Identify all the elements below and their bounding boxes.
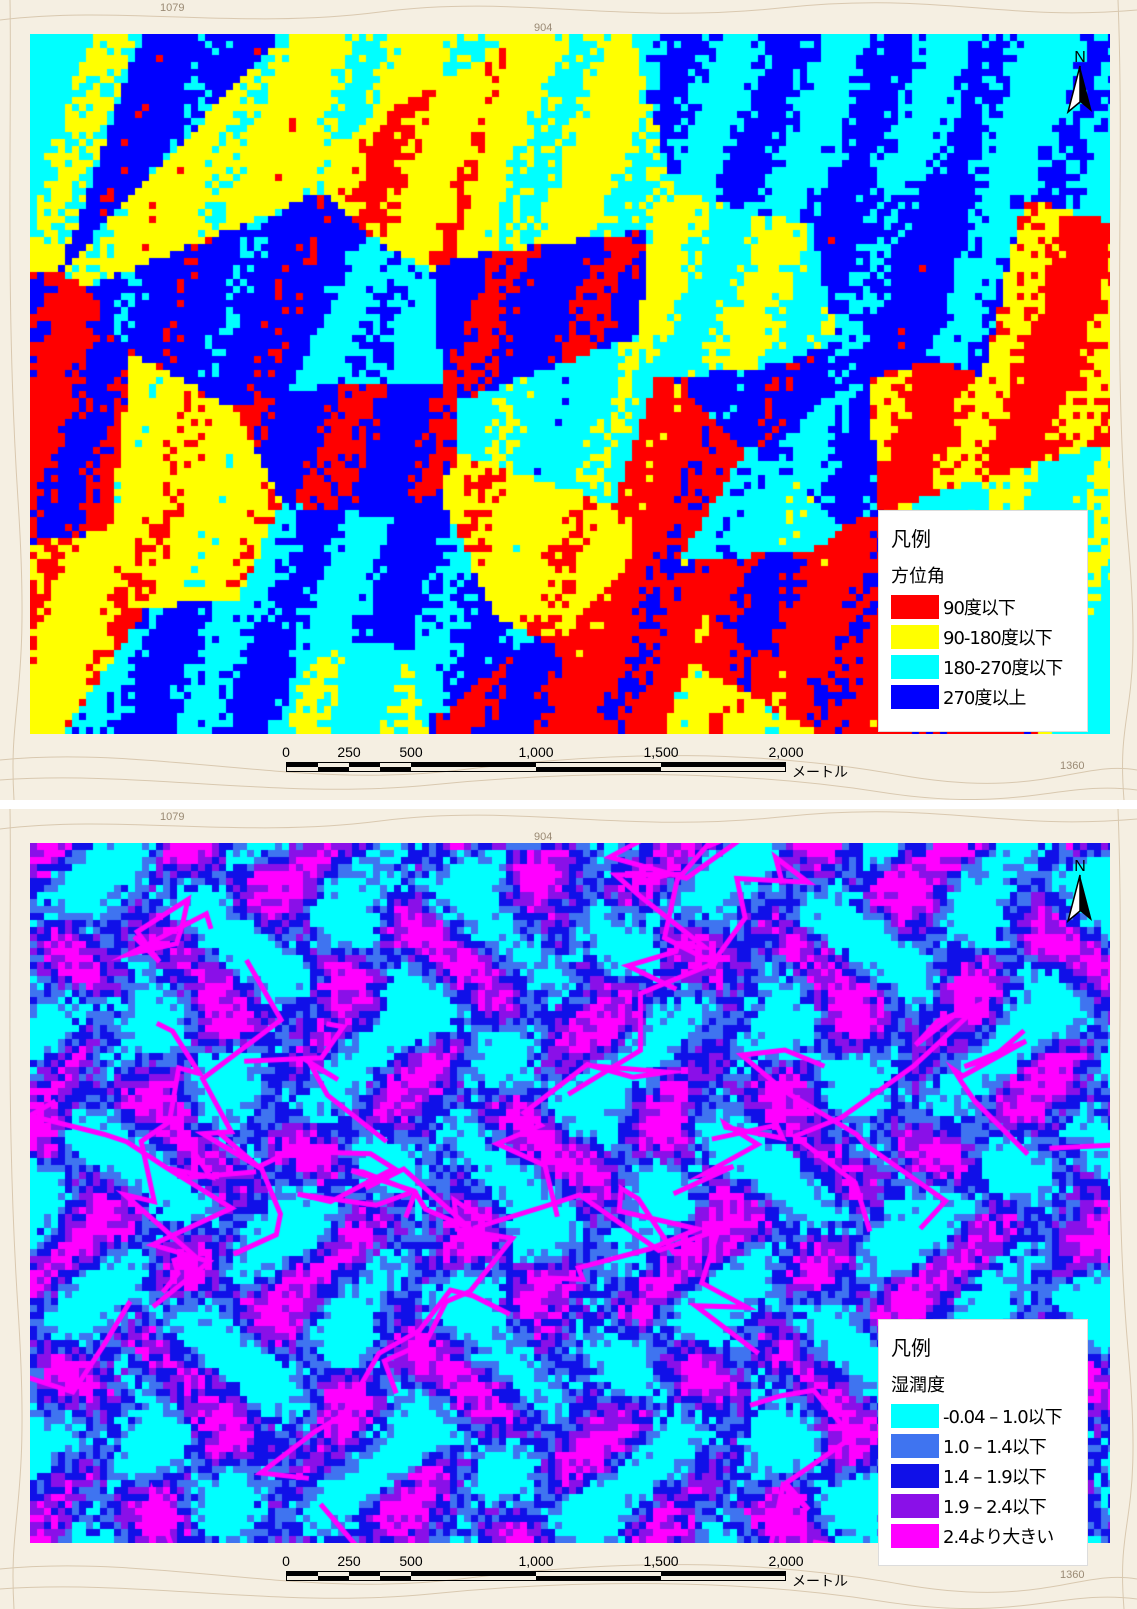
elevation-label: 1360 <box>1060 760 1085 772</box>
legend-item: 1.4 – 1.9以下 <box>891 1461 1087 1491</box>
elevation-label: 1360 <box>1060 1569 1085 1581</box>
scale-bar: 0 250 500 1,000 1,500 2,000 メートル <box>280 744 860 784</box>
scale-bar: 0 250 500 1,000 1,500 2,000 メートル <box>280 1553 860 1593</box>
scale-bar-segments <box>286 1571 786 1581</box>
scale-tick-label: 2,000 <box>768 744 804 760</box>
contour-lines <box>0 809 1137 1609</box>
legend-swatch <box>891 1404 939 1428</box>
legend-swatch <box>891 1494 939 1518</box>
legend-label: 90度以下 <box>943 598 1016 619</box>
legend-item: 1.0 – 1.4以下 <box>891 1431 1087 1461</box>
elevation-label: 904 <box>534 831 553 843</box>
legend-item: 90-180度以下 <box>891 622 1087 652</box>
scale-bar-segments <box>286 762 786 772</box>
legend-swatch <box>891 1464 939 1488</box>
svg-text:N: N <box>1074 49 1086 66</box>
elevation-label: 904 <box>534 22 553 34</box>
legend-swatch <box>891 1524 939 1548</box>
legend-item: 180-270度以下 <box>891 652 1087 682</box>
scale-tick-label: 0 <box>282 1553 290 1569</box>
legend-swatch <box>891 1434 939 1458</box>
legend-item: -0.04 – 1.0以下 <box>891 1401 1087 1431</box>
legend-label: 2.4より大きい <box>943 1527 1054 1548</box>
legend-label: 270度以上 <box>943 688 1026 709</box>
legend-swatch <box>891 625 939 649</box>
scale-unit: メートル <box>792 764 848 780</box>
legend-item: 270度以上 <box>891 682 1087 712</box>
legend-label: 1.4 – 1.9以下 <box>943 1467 1047 1488</box>
legend-label: -0.04 – 1.0以下 <box>943 1407 1063 1428</box>
legend-swatch <box>891 685 939 709</box>
legend-swatch <box>891 595 939 619</box>
scale-tick-label: 0 <box>282 744 290 760</box>
scale-tick-label: 2,000 <box>768 1553 804 1569</box>
svg-text:N: N <box>1074 858 1086 875</box>
legend-label: 180-270度以下 <box>943 658 1063 679</box>
legend-title: 凡例 <box>891 1336 931 1360</box>
aspect-map-panel: 1079 904 1360 N 凡例 方位角 90度以下 90-180度以下 1… <box>0 0 1137 800</box>
legend-item: 2.4より大きい <box>891 1521 1087 1551</box>
scale-unit: メートル <box>792 1573 848 1589</box>
scale-tick-label: 1,000 <box>518 744 554 760</box>
scale-tick-label: 500 <box>399 744 423 760</box>
wetness-map-panel: 1079 904 1360 N 凡例 湿潤度 -0.04 – 1.0以下 1.0… <box>0 809 1137 1609</box>
legend: 凡例 湿潤度 -0.04 – 1.0以下 1.0 – 1.4以下 1.4 – 1… <box>878 1319 1088 1566</box>
elevation-label: 1079 <box>160 811 185 823</box>
scale-tick-label: 250 <box>337 744 361 760</box>
north-arrow-icon: N <box>1066 49 1092 115</box>
north-arrow: N <box>1060 855 1100 925</box>
scale-tick-label: 1,000 <box>518 1553 554 1569</box>
legend-subtitle: 湿潤度 <box>891 1375 945 1396</box>
north-arrow-icon: N <box>1066 858 1092 924</box>
legend: 凡例 方位角 90度以下 90-180度以下 180-270度以下 270度以上 <box>878 510 1088 732</box>
legend-label: 1.0 – 1.4以下 <box>943 1437 1047 1458</box>
scale-tick-label: 250 <box>337 1553 361 1569</box>
legend-item: 1.9 – 2.4以下 <box>891 1491 1087 1521</box>
scale-tick-label: 1,500 <box>643 1553 679 1569</box>
legend-label: 1.9 – 2.4以下 <box>943 1497 1047 1518</box>
legend-swatch <box>891 655 939 679</box>
scale-tick-label: 500 <box>399 1553 423 1569</box>
legend-item: 90度以下 <box>891 592 1087 622</box>
legend-label: 90-180度以下 <box>943 628 1053 649</box>
elevation-label: 1079 <box>160 2 185 14</box>
north-arrow: N <box>1060 46 1100 116</box>
legend-subtitle: 方位角 <box>891 566 945 587</box>
legend-title: 凡例 <box>891 527 931 551</box>
scale-tick-label: 1,500 <box>643 744 679 760</box>
contour-lines <box>0 0 1137 800</box>
